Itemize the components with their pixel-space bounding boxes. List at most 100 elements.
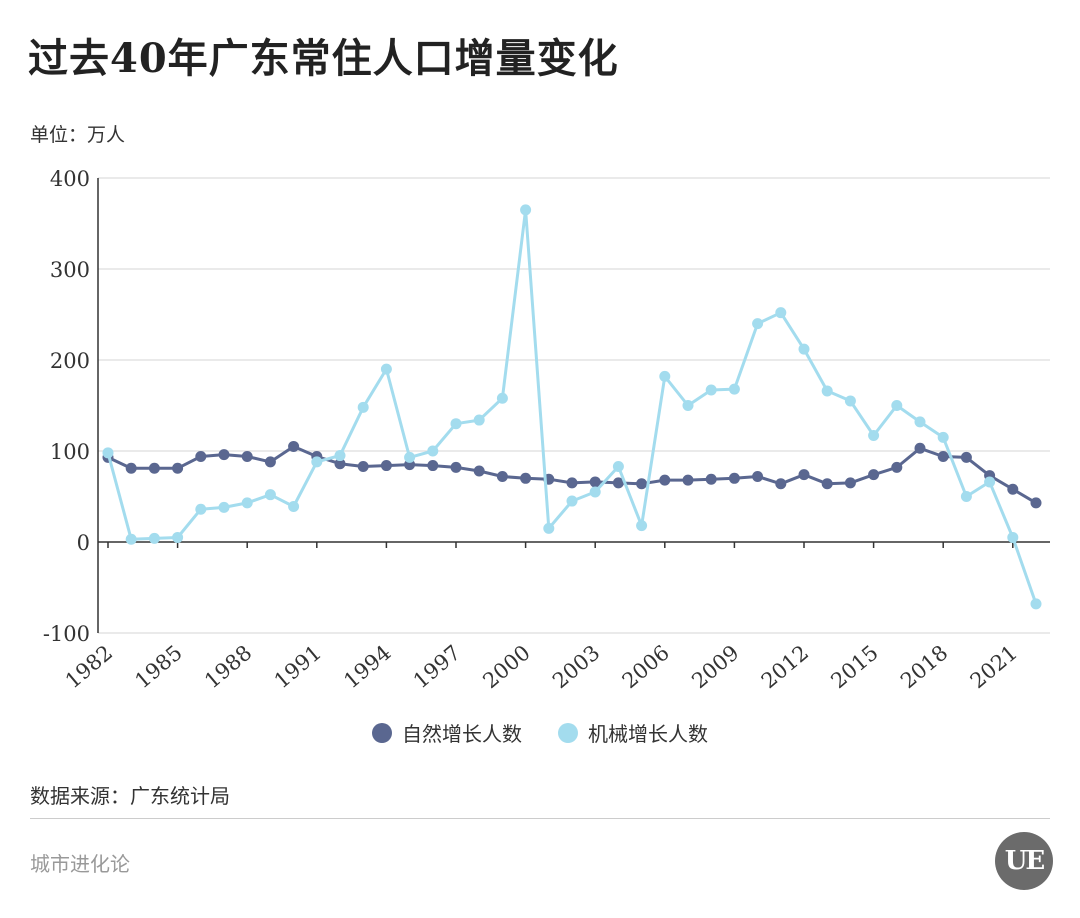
data-point[interactable] bbox=[264, 456, 276, 468]
data-point[interactable] bbox=[1030, 598, 1042, 610]
data-point[interactable] bbox=[172, 462, 184, 474]
data-point[interactable] bbox=[891, 461, 903, 473]
data-point[interactable] bbox=[566, 495, 578, 507]
data-point[interactable] bbox=[682, 400, 694, 411]
data-point[interactable] bbox=[752, 318, 764, 330]
axes bbox=[97, 178, 1050, 633]
data-point[interactable] bbox=[775, 478, 787, 490]
data-point[interactable] bbox=[612, 477, 624, 489]
data-point[interactable] bbox=[844, 395, 856, 407]
data-point[interactable] bbox=[659, 474, 671, 486]
data-point[interactable] bbox=[705, 473, 717, 485]
data-point[interactable] bbox=[960, 451, 972, 463]
data-point[interactable] bbox=[218, 449, 230, 461]
data-point[interactable] bbox=[450, 461, 462, 473]
legend-natural-marker bbox=[372, 722, 392, 743]
data-point[interactable] bbox=[380, 363, 392, 375]
x-tick-label: 2012 bbox=[757, 640, 813, 693]
data-point[interactable] bbox=[984, 476, 996, 488]
data-point[interactable] bbox=[218, 501, 230, 513]
data-point[interactable] bbox=[960, 491, 972, 502]
data-point[interactable] bbox=[380, 460, 392, 472]
data-point[interactable] bbox=[659, 370, 671, 382]
x-tick-label: 1997 bbox=[409, 640, 465, 693]
data-point[interactable] bbox=[728, 472, 740, 484]
data-point[interactable] bbox=[473, 414, 485, 426]
data-point[interactable] bbox=[821, 478, 833, 490]
data-point[interactable] bbox=[404, 451, 416, 463]
data-point[interactable] bbox=[891, 400, 903, 411]
y-tick-label: 300 bbox=[50, 258, 90, 282]
unit-label: 单位：万人 bbox=[30, 124, 126, 146]
data-point[interactable] bbox=[821, 385, 833, 397]
x-tick-label: 2009 bbox=[687, 640, 743, 693]
data-point[interactable] bbox=[705, 384, 717, 396]
data-point[interactable] bbox=[334, 450, 346, 462]
data-point[interactable] bbox=[450, 418, 462, 430]
brand-logo: UE bbox=[995, 832, 1053, 890]
data-point[interactable] bbox=[798, 343, 810, 355]
data-point[interactable] bbox=[543, 522, 555, 534]
data-point[interactable] bbox=[636, 520, 648, 532]
data-point[interactable] bbox=[868, 469, 880, 481]
y-tick-label: 200 bbox=[50, 349, 90, 373]
data-point[interactable] bbox=[334, 458, 346, 470]
data-point[interactable] bbox=[752, 470, 764, 482]
data-point[interactable] bbox=[125, 533, 137, 545]
x-tick-labels: 1982 1985 1988 1991 1994 1997 2000 2003 2006 2009… bbox=[61, 640, 1022, 693]
data-point[interactable] bbox=[868, 430, 880, 442]
data-point[interactable] bbox=[357, 401, 369, 413]
x-tick-label: 2000 bbox=[478, 640, 534, 693]
data-point[interactable] bbox=[473, 465, 485, 477]
data-point[interactable] bbox=[288, 440, 300, 452]
data-point[interactable] bbox=[937, 450, 949, 462]
data-point[interactable] bbox=[241, 497, 253, 509]
data-point[interactable] bbox=[914, 416, 926, 428]
data-point[interactable] bbox=[520, 204, 532, 216]
data-point[interactable] bbox=[775, 307, 787, 319]
data-point[interactable] bbox=[844, 477, 856, 489]
data-point[interactable] bbox=[241, 450, 253, 462]
data-point[interactable] bbox=[496, 470, 508, 482]
data-point[interactable] bbox=[264, 489, 276, 501]
data-point[interactable] bbox=[728, 383, 740, 395]
source-label: 数据来源：广东统计局 bbox=[30, 784, 230, 808]
x-tick-label: 1991 bbox=[270, 640, 326, 693]
x-tick-label: 2015 bbox=[826, 640, 882, 693]
data-point[interactable] bbox=[148, 462, 160, 474]
data-point[interactable] bbox=[914, 442, 926, 454]
data-point[interactable] bbox=[612, 460, 624, 472]
data-point[interactable] bbox=[589, 476, 601, 488]
data-point[interactable] bbox=[195, 503, 207, 515]
series-lines bbox=[102, 204, 1042, 610]
data-point[interactable] bbox=[496, 392, 508, 404]
data-point[interactable] bbox=[427, 460, 439, 472]
data-point[interactable] bbox=[172, 531, 184, 543]
gridlines bbox=[98, 177, 1050, 634]
data-point[interactable] bbox=[566, 477, 578, 489]
data-point[interactable] bbox=[125, 462, 137, 474]
legend-item-migration[interactable]: 机械增长人数 bbox=[558, 718, 708, 747]
x-tick-label: 2018 bbox=[896, 640, 952, 693]
x-tick-label: 1982 bbox=[61, 640, 117, 693]
data-point[interactable] bbox=[357, 460, 369, 472]
data-point[interactable] bbox=[636, 478, 648, 490]
data-point[interactable] bbox=[589, 486, 601, 498]
y-tick-label: -100 bbox=[43, 622, 90, 646]
data-point[interactable] bbox=[311, 456, 323, 468]
legend-item-natural[interactable]: 自然增长人数 bbox=[372, 718, 522, 747]
data-point[interactable] bbox=[195, 450, 207, 462]
data-point[interactable] bbox=[1007, 531, 1019, 543]
data-point[interactable] bbox=[798, 469, 810, 481]
data-point[interactable] bbox=[1007, 483, 1019, 495]
data-point[interactable] bbox=[682, 474, 694, 486]
x-tick-label: 1988 bbox=[200, 640, 256, 693]
data-point[interactable] bbox=[102, 447, 114, 459]
data-point[interactable] bbox=[427, 445, 439, 457]
data-point[interactable] bbox=[288, 501, 300, 513]
data-point[interactable] bbox=[937, 431, 949, 443]
data-point[interactable] bbox=[1030, 497, 1042, 509]
data-point[interactable] bbox=[520, 472, 532, 484]
data-point[interactable] bbox=[148, 532, 160, 544]
